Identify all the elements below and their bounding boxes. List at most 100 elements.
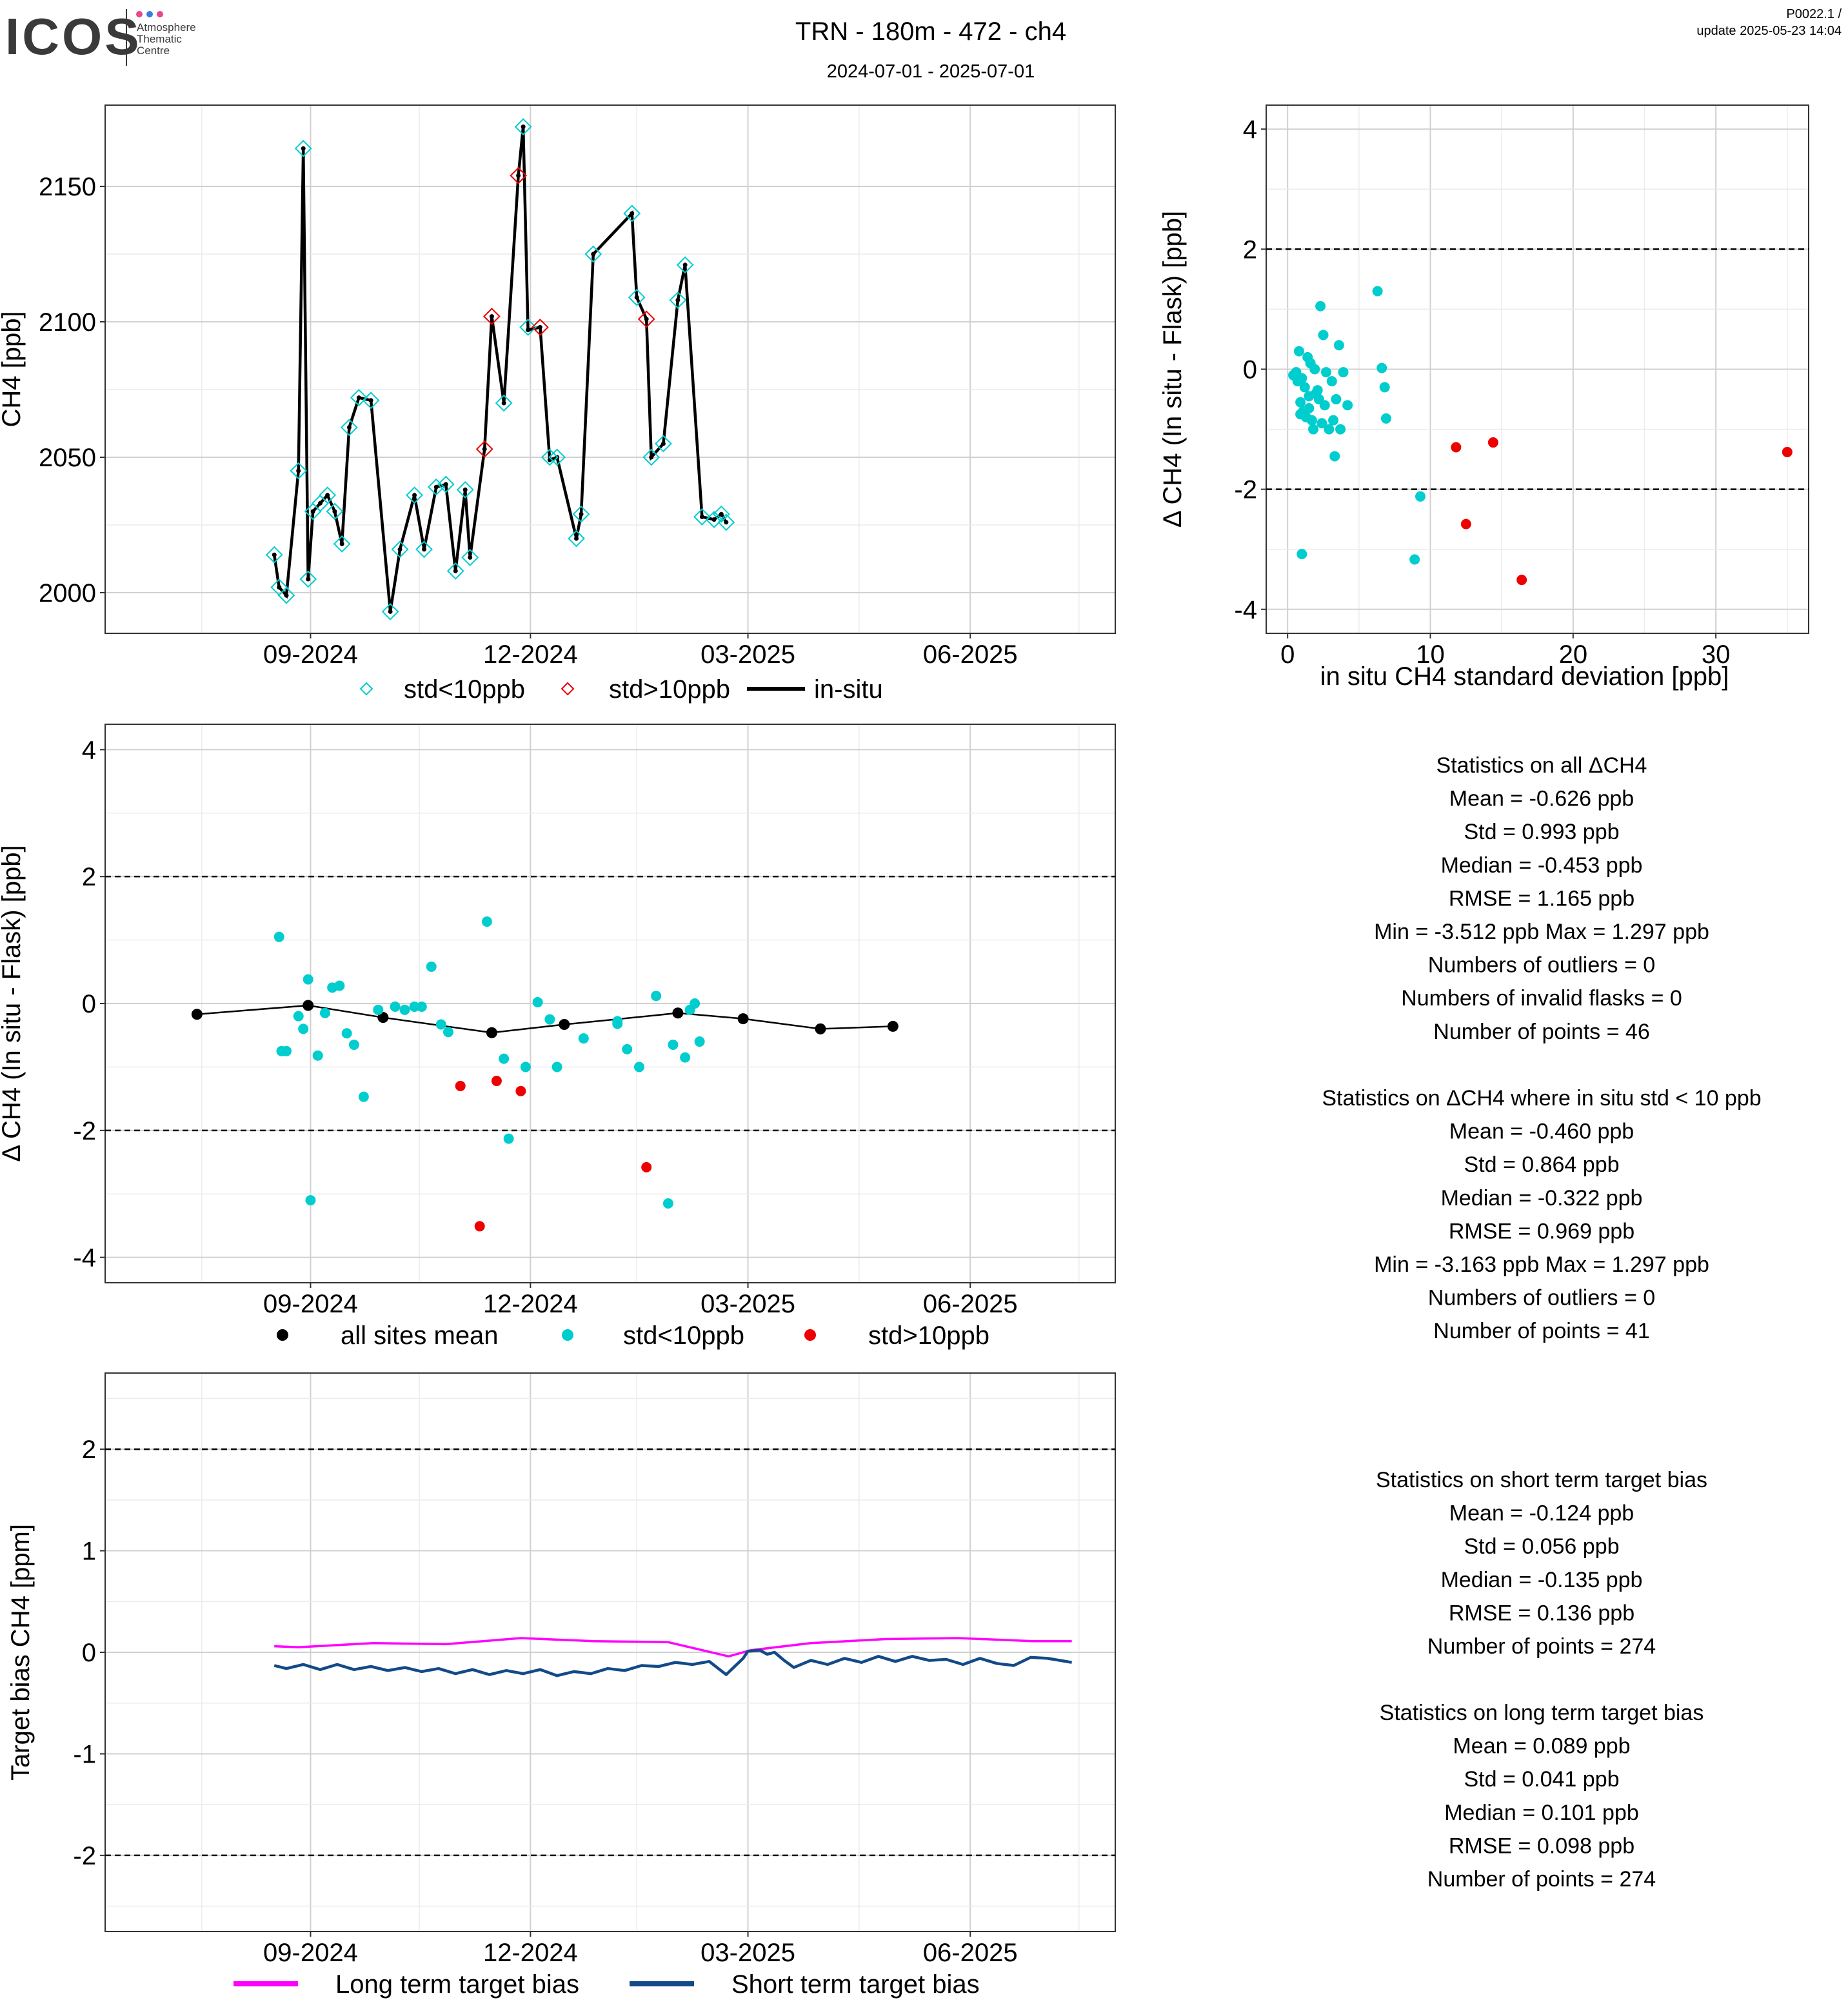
point-std-lt10 — [319, 1007, 330, 1018]
legend-label: std>10ppb — [868, 1321, 989, 1350]
y-tick-label: 0 — [82, 990, 96, 1018]
point-std-lt10 — [622, 1043, 633, 1054]
all-sites-mean-point — [887, 1020, 899, 1032]
x-tick-label: 10 — [1416, 640, 1445, 669]
insitu-point — [453, 568, 458, 573]
insitu-point — [630, 211, 635, 216]
stats-line: RMSE = 0.136 ppb — [1449, 1601, 1634, 1625]
delta-vs-std-panel: 0 10 20 30 -4 -2 0 2 4 Δ CH4 (In situ - Flask) [p… — [1158, 104, 1809, 691]
legend-key-std-lt10 — [562, 1329, 573, 1341]
point-std-lt10 — [334, 980, 345, 991]
point-std-gt10 — [641, 1162, 652, 1172]
point-std-lt10 — [1342, 400, 1353, 411]
point-std-lt10 — [1299, 382, 1310, 393]
point-std-lt10 — [1293, 346, 1304, 357]
x-tick-label: 03-2025 — [700, 640, 795, 669]
insitu-point — [649, 455, 654, 460]
point-std-lt10 — [1324, 424, 1335, 435]
all-sites-mean-point — [377, 1012, 389, 1023]
stats-line: RMSE = 0.969 ppb — [1449, 1219, 1634, 1243]
flask-std-lt10-marker — [669, 291, 687, 309]
logo-dot — [136, 11, 143, 17]
stats-title: Statistics on long term target bias — [1380, 1701, 1704, 1725]
insitu-point — [501, 400, 506, 406]
y-tick-label: 0 — [82, 1639, 96, 1667]
insitu-point — [397, 547, 402, 552]
y-tick-label: 2000 — [39, 579, 96, 608]
long-term-bias-line — [274, 1637, 1072, 1658]
point-std-lt10 — [662, 1198, 673, 1209]
point-std-lt10 — [578, 1033, 589, 1044]
insitu-point — [388, 609, 393, 614]
y-tick-label: 2 — [1243, 235, 1257, 264]
x-tick-label: 06-2025 — [923, 640, 1018, 669]
insitu-point — [277, 585, 282, 590]
insitu-point — [482, 446, 487, 451]
stats-line: Median = -0.322 ppb — [1441, 1186, 1643, 1211]
x-tick-label: 09-2024 — [263, 640, 358, 669]
y-axis-title: Δ CH4 (In situ - Flask) [ppb] — [0, 845, 26, 1162]
point-std-gt10 — [1782, 446, 1793, 457]
point-std-lt10 — [481, 916, 492, 927]
flask-std-lt10-marker — [333, 535, 351, 553]
flask-std-lt10-marker — [290, 462, 308, 480]
stats-line: Median = 0.101 ppb — [1444, 1801, 1639, 1825]
legend-label: std<10ppb — [404, 675, 525, 704]
point-std-lt10 — [1297, 549, 1307, 560]
point-std-gt10 — [1516, 575, 1527, 586]
y-tick-label: 4 — [82, 736, 96, 764]
y-tick-label: 0 — [1243, 356, 1257, 384]
x-axis-title: in situ CH4 standard deviation [ppb] — [1320, 662, 1729, 691]
point-std-lt10 — [1315, 301, 1326, 311]
point-std-lt10 — [1318, 330, 1329, 341]
insitu-point — [310, 509, 315, 514]
x-tick-label: 12-2024 — [483, 1290, 578, 1318]
flask-std-lt10-marker — [456, 480, 474, 499]
point-std-lt10 — [373, 1004, 384, 1015]
insitu-point — [719, 511, 724, 517]
point-std-lt10 — [281, 1045, 292, 1056]
stats-line: Mean = 0.089 ppb — [1453, 1734, 1630, 1759]
insitu-point — [634, 295, 639, 300]
point-std-lt10 — [532, 997, 543, 1008]
stats-line: Mean = -0.460 ppb — [1449, 1120, 1634, 1144]
point-std-lt10 — [1380, 413, 1391, 424]
y-tick-label: 4 — [1243, 115, 1257, 144]
flask-std-lt10-marker — [584, 245, 602, 263]
y-tick-label: 1 — [82, 1537, 96, 1566]
insitu-point — [296, 468, 301, 473]
plot-frame — [1266, 104, 1809, 634]
flask-std-lt10-marker — [623, 204, 641, 222]
stats-line: Std = 0.864 ppb — [1464, 1152, 1619, 1177]
version-label: P0022.1 / — [1786, 7, 1842, 21]
point-std-lt10 — [1295, 397, 1306, 408]
insitu-point — [325, 493, 330, 498]
x-tick-label: 06-2025 — [923, 1290, 1018, 1318]
point-std-lt10 — [341, 1028, 352, 1039]
flask-std-lt10-marker — [340, 419, 358, 437]
insitu-point — [591, 252, 596, 257]
flask-std-lt10-marker — [362, 391, 380, 410]
flask-std-lt10-marker — [495, 394, 513, 412]
point-std-lt10 — [312, 1050, 323, 1061]
point-std-lt10 — [1329, 451, 1340, 462]
point-std-lt10 — [1328, 415, 1339, 426]
point-std-lt10 — [348, 1039, 359, 1050]
delta-timeseries-panel: 09-2024 12-2024 03-2025 06-2025 -4 -2 0 2 4 Δ CH4… — [0, 724, 1116, 1350]
stats-line: Min = -3.512 ppb Max = 1.297 ppb — [1374, 920, 1709, 944]
legend-label: in-situ — [814, 675, 883, 704]
x-tick-label: 03-2025 — [700, 1290, 795, 1318]
point-std-lt10 — [435, 1019, 446, 1030]
all-sites-mean-point — [486, 1027, 497, 1038]
insitu-point — [526, 328, 531, 333]
y-tick-label: -2 — [1234, 476, 1257, 504]
insitu-point — [368, 398, 373, 403]
stats-line: Std = 0.056 ppb — [1464, 1534, 1619, 1559]
all-sites-mean-point — [559, 1018, 570, 1030]
point-std-gt10 — [1460, 519, 1471, 529]
insitu-point — [422, 547, 427, 552]
ch4-timeseries-panel: 09-2024 12-2024 03-2025 06-2025 2000 2050 2100… — [0, 104, 1116, 704]
point-std-lt10 — [503, 1133, 514, 1144]
x-tick-label: 0 — [1280, 640, 1295, 669]
